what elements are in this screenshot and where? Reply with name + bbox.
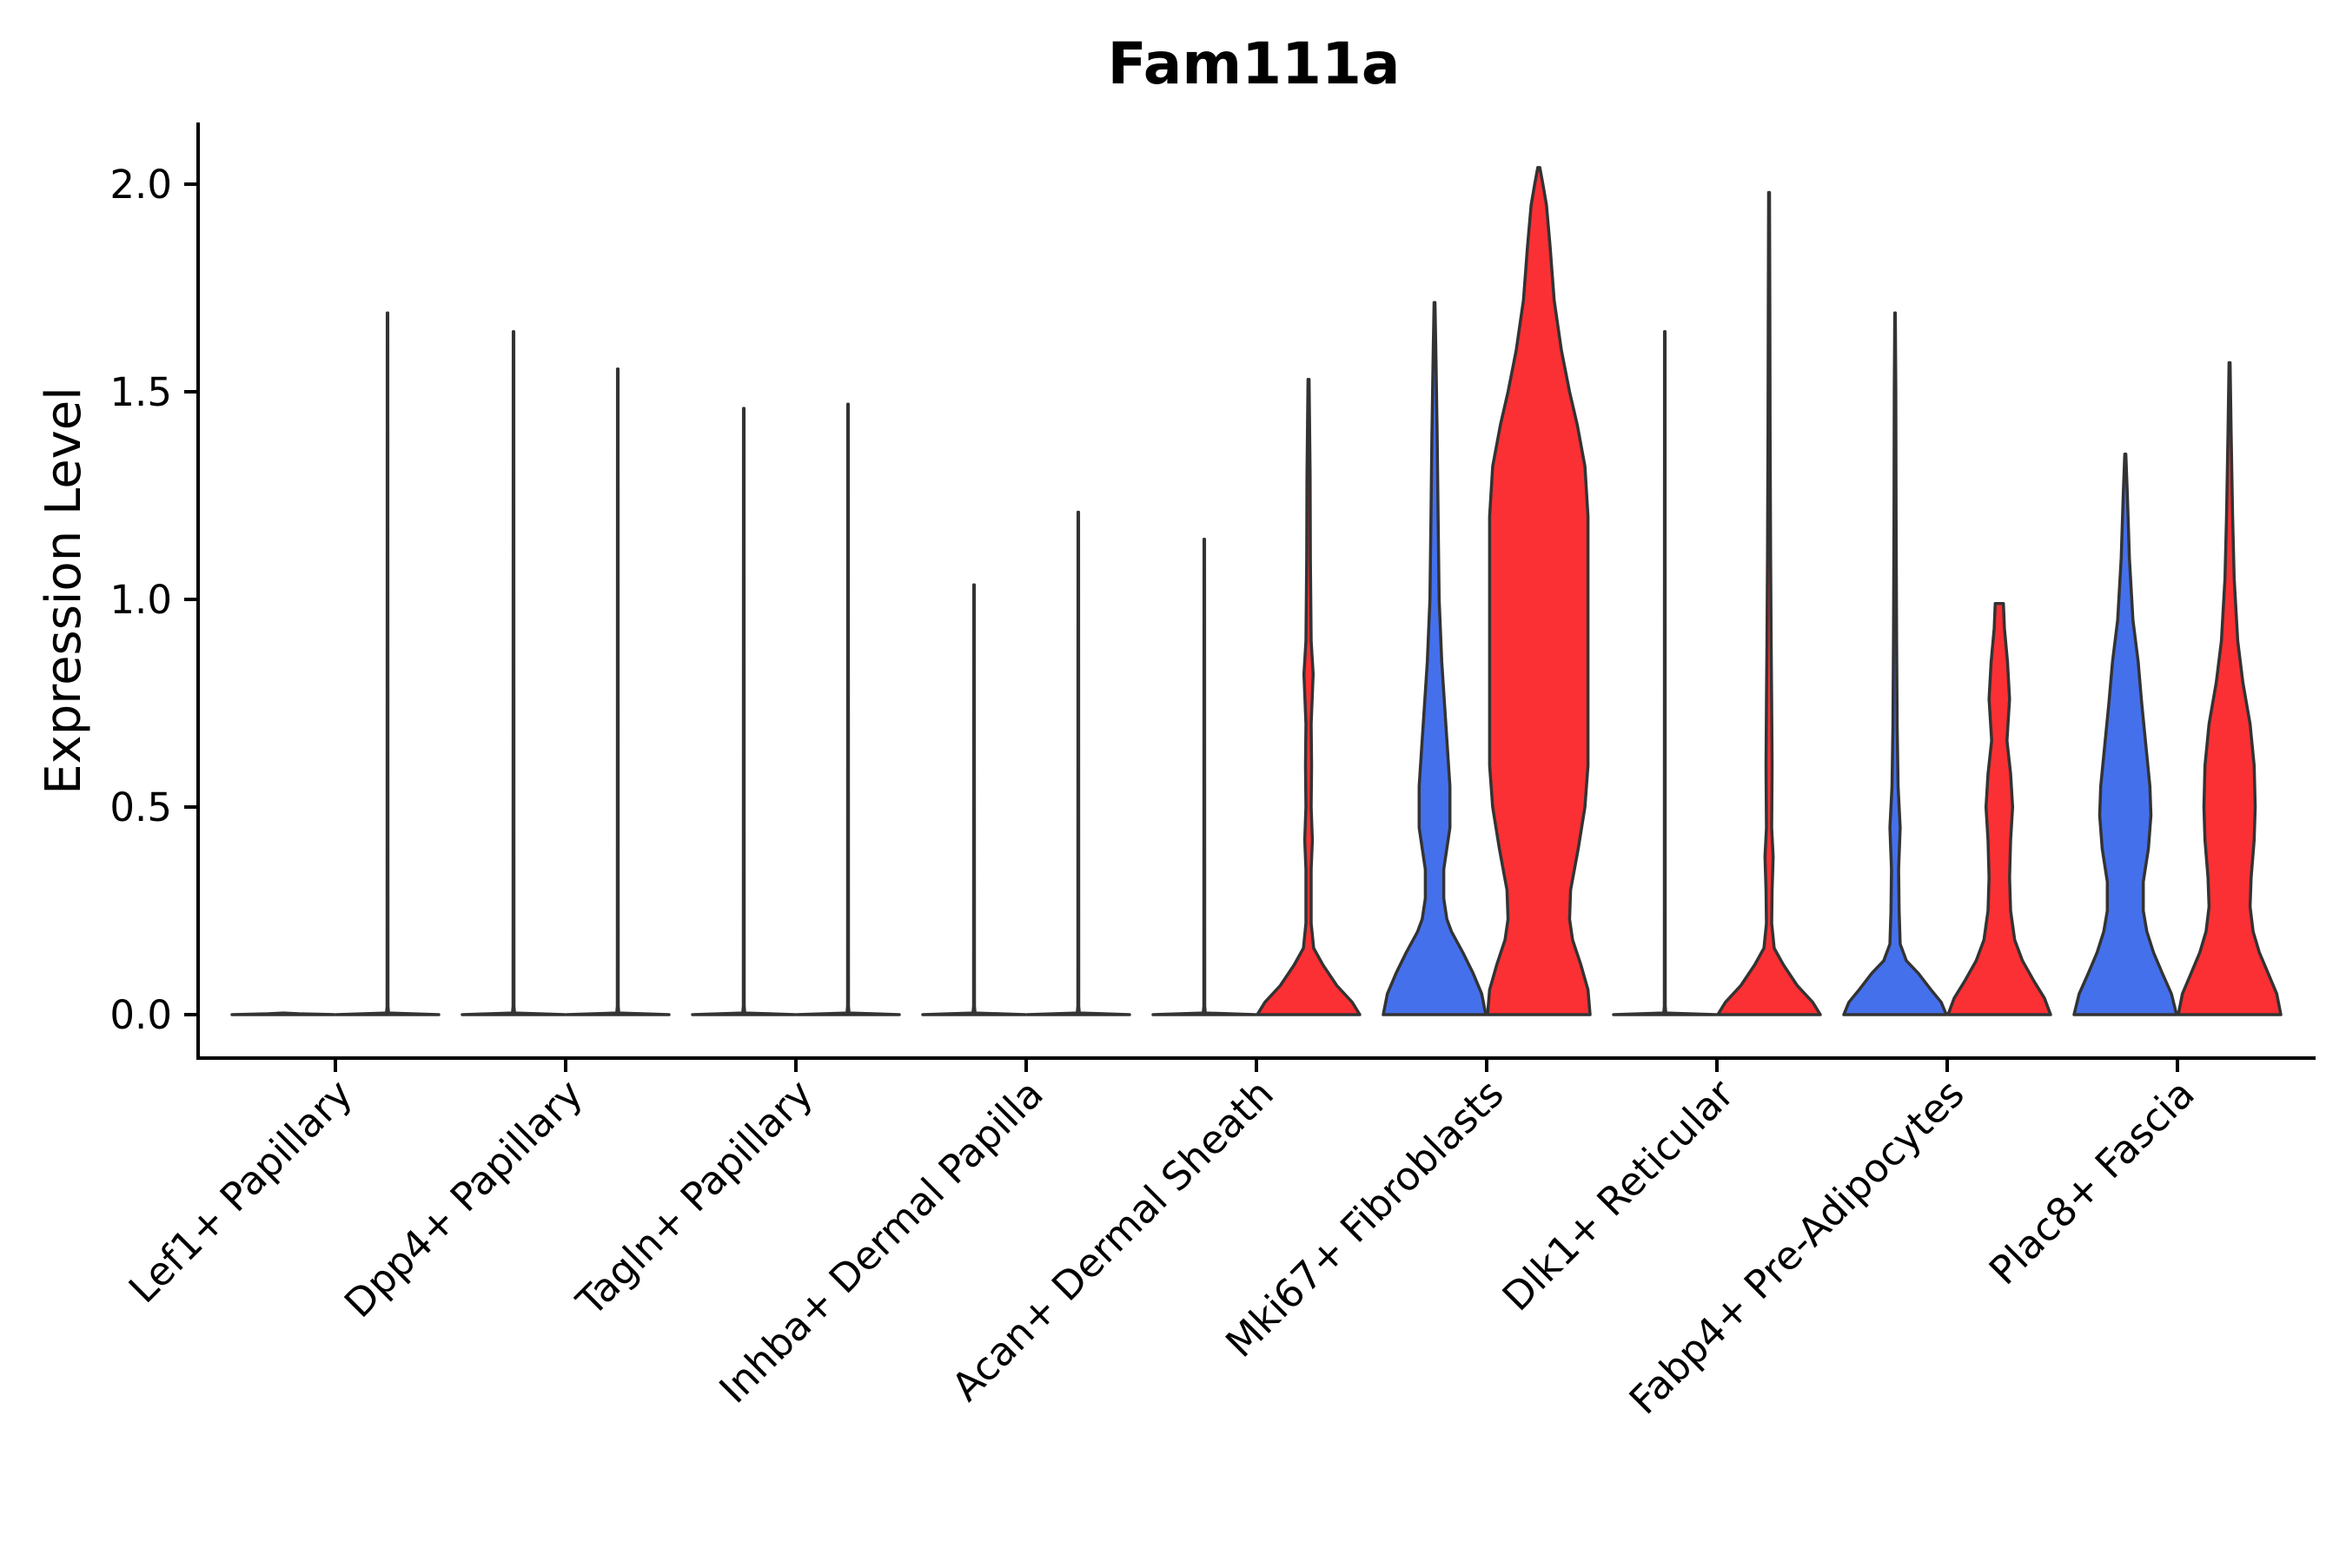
y-tick-label: 2.0 [109, 162, 172, 208]
x-tick-label: Plac8+ Fascia [1980, 1070, 2204, 1293]
y-tick-label: 1.5 [109, 369, 172, 415]
violin-1-right [335, 311, 441, 1016]
violin-5-left [1151, 537, 1257, 1016]
violin-8-left [1842, 311, 1948, 1016]
y-axis-label: Expression Level [36, 387, 92, 795]
violin-7-left [1612, 329, 1718, 1016]
x-tick-label: Dpp4+ Papillary [335, 1070, 592, 1327]
violin-7-right [1716, 190, 1822, 1016]
violin-3-left [691, 407, 797, 1016]
violin-4-right [1025, 510, 1131, 1016]
violin-9-left [2072, 452, 2178, 1016]
violin-9-right [2177, 361, 2283, 1016]
chart-title: Fam111a [1108, 30, 1401, 97]
y-tick-label: 0.0 [109, 992, 172, 1038]
violin-1-left [230, 1011, 336, 1016]
violin-6-right [1486, 166, 1592, 1016]
y-tick-layer: 0.0 0.5 1.0 1.5 2.0 [109, 162, 198, 1038]
y-tick-label: 0.5 [109, 784, 172, 830]
violin-8-right [1946, 602, 2052, 1016]
violin-2-right [565, 367, 671, 1016]
violin-5-right [1256, 377, 1362, 1016]
y-tick-label: 1.0 [109, 577, 172, 623]
violin-6-left [1382, 301, 1488, 1016]
x-tick-label: Lef1+ Papillary [120, 1070, 361, 1312]
x-tick-label: Tagln+ Papillary [567, 1070, 822, 1325]
violin-3-right [795, 402, 901, 1016]
x-tick-label: Dlk1+ Reticular [1494, 1070, 1743, 1320]
violin-layer [230, 166, 2283, 1016]
violin-4-left [921, 583, 1027, 1016]
violin-2-left [461, 329, 567, 1016]
